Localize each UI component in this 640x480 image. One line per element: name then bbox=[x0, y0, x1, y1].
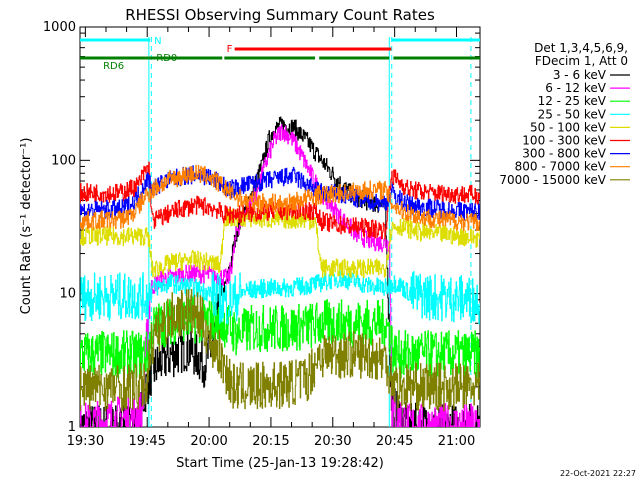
legend-label: 50 - 100 keV bbox=[530, 120, 607, 134]
series-line-3 bbox=[80, 270, 480, 325]
legend-header-line-1: Det 1,3,4,5,6,9, bbox=[534, 41, 628, 55]
x-tick-label: 20:00 bbox=[190, 434, 227, 449]
plot-data-layer bbox=[80, 37, 480, 427]
flag-label-n: N bbox=[154, 36, 161, 47]
series-line-6 bbox=[80, 165, 480, 221]
x-tick-label: 20:45 bbox=[376, 434, 413, 449]
legend-label: 800 - 7000 keV bbox=[515, 160, 607, 174]
x-tick-label: 19:30 bbox=[67, 434, 104, 449]
flag-label-rd0: RD0 bbox=[156, 53, 177, 64]
y-axis-label: Count Rate (s⁻¹ detector⁻¹) bbox=[19, 138, 34, 315]
flag-label-rd6: RD6 bbox=[103, 61, 124, 72]
plot-area: 1 10 100 1000 19:30 19:45 20:00 20:15 20:30 20:45… bbox=[43, 20, 481, 449]
x-tick-label: 19:45 bbox=[128, 434, 165, 449]
x-axis-label: Start Time (25-Jan-13 19:28:42) bbox=[176, 456, 384, 471]
legend-label: 25 - 50 keV bbox=[538, 107, 607, 121]
x-tick-label: 20:15 bbox=[252, 434, 289, 449]
series-line-2 bbox=[80, 296, 480, 379]
x-tick-label: 20:30 bbox=[314, 434, 351, 449]
flag-label-f: F bbox=[227, 44, 233, 55]
legend-label: 100 - 300 keV bbox=[522, 134, 606, 148]
series-line-7 bbox=[80, 164, 480, 232]
legend-label: 7000 - 15000 keV bbox=[499, 173, 606, 187]
x-tick-label: 21:00 bbox=[438, 434, 475, 449]
legend: Det 1,3,4,5,6,9, FDecim 1, Att 0 3 - 6 k… bbox=[499, 41, 630, 187]
y-tick-label: 100 bbox=[51, 153, 76, 168]
series-line-1 bbox=[80, 124, 480, 427]
legend-label: 3 - 6 keV bbox=[553, 68, 607, 82]
legend-label: 300 - 800 keV bbox=[522, 147, 606, 161]
footer-date: 22-Oct-2021 22:27 bbox=[560, 469, 636, 478]
y-tick-label: 1 bbox=[68, 420, 76, 435]
y-tick-label: 10 bbox=[59, 287, 76, 302]
legend-label: 12 - 25 keV bbox=[538, 94, 607, 108]
legend-label: 6 - 12 keV bbox=[545, 81, 607, 95]
chart-title: RHESSI Observing Summary Count Rates bbox=[125, 6, 435, 24]
y-tick-label: 1000 bbox=[43, 20, 76, 35]
series-line-8 bbox=[80, 289, 480, 412]
legend-header-line-2: FDecim 1, Att 0 bbox=[535, 54, 628, 68]
series-line-5 bbox=[80, 161, 480, 240]
